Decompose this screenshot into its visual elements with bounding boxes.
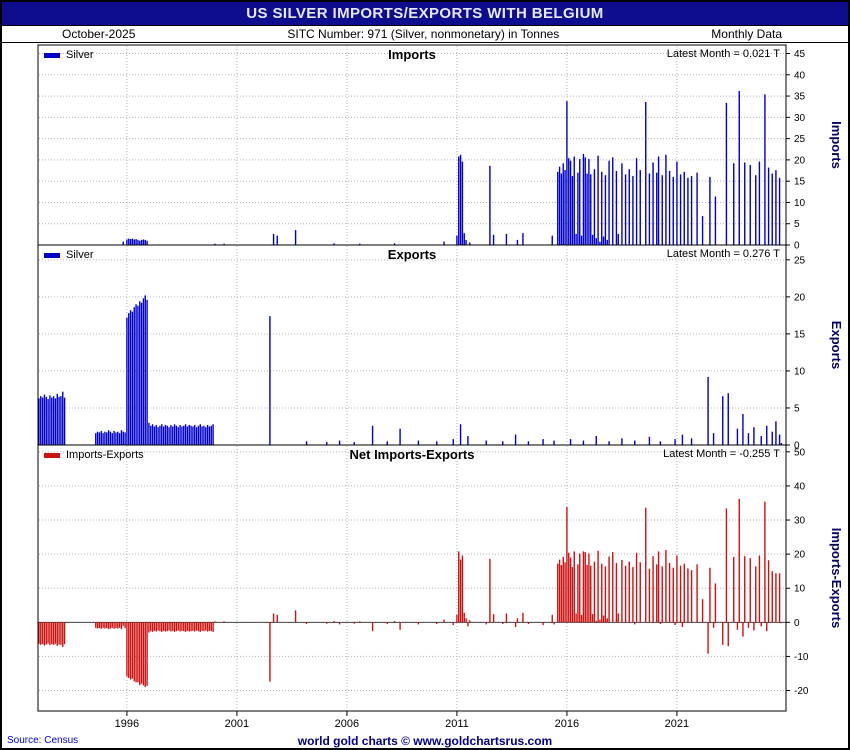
xtick-label-2021: 2021 <box>665 718 689 730</box>
exports-bars <box>38 295 783 445</box>
xtick-label-2001: 2001 <box>225 718 249 730</box>
report-date: October-2025 <box>62 27 136 41</box>
xtick-label-2016: 2016 <box>555 718 579 730</box>
exports-ytick-label: 10 <box>794 366 806 377</box>
subheader: October-2025 SITC Number: 971 (Silver, n… <box>2 26 848 43</box>
net-panel-title: Net Imports-Exports <box>349 447 475 462</box>
exports-legend-swatch <box>44 252 60 258</box>
imports-axis-title: Imports <box>829 121 844 169</box>
imports-ytick-label: 25 <box>794 134 806 145</box>
chart-area: 0 5 10 15 20 25 30 35 40 45 Imports 0 5 10 15 20 25 Expor… <box>2 43 848 733</box>
exports-latest-value: Latest Month = 0.276 T <box>666 248 780 260</box>
imports-latest-value: Latest Month = 0.021 T <box>666 48 780 60</box>
title-bar: US SILVER IMPORTS/EXPORTS WITH BELGIUM <box>2 2 848 26</box>
net-ytick-label: 30 <box>794 516 806 527</box>
exports-legend: Silver <box>44 249 94 261</box>
imports-legend-swatch <box>44 52 60 58</box>
exports-ytick-label: 15 <box>794 329 806 340</box>
net-ytick-label: 0 <box>794 618 800 629</box>
xtick-label-2006: 2006 <box>335 718 359 730</box>
xtick-label-2011: 2011 <box>445 718 469 730</box>
exports-panel-title: Exports <box>387 247 437 262</box>
net-ytick-label: 40 <box>794 481 806 492</box>
net-axis-title: Imports-Exports <box>829 528 844 628</box>
frequency-label: Monthly Data <box>711 27 782 41</box>
imports-ytick-label: 45 <box>794 49 806 60</box>
exports-panel: 0 5 10 15 20 25 Exports <box>37 244 844 452</box>
exports-axis-title: Exports <box>829 321 844 369</box>
imports-ytick-label: 40 <box>794 70 806 81</box>
net-ytick-label: 10 <box>794 584 806 595</box>
imports-ytick-label: 30 <box>794 113 806 124</box>
footer: Source: Census world gold charts © www.g… <box>2 733 848 748</box>
source-label: Source: Census <box>7 735 79 746</box>
imports-legend: Silver <box>44 49 94 61</box>
net-legend: Imports-Exports <box>44 449 144 461</box>
imports-panel-title: Imports <box>388 47 436 62</box>
imports-bars <box>122 90 783 246</box>
net-ytick-label: 20 <box>794 550 806 561</box>
exports-ytick-label: 25 <box>794 255 806 266</box>
net-ytick-label: -20 <box>794 686 809 697</box>
net-legend-label: Imports-Exports <box>66 449 144 461</box>
exports-ytick-label: 0 <box>794 441 800 452</box>
net-ytick-label: 50 <box>794 447 806 458</box>
credit-label: world gold charts © www.goldchartsrus.co… <box>297 733 553 748</box>
exports-legend-label: Silver <box>66 249 94 261</box>
net-ytick-label: -10 <box>794 652 809 663</box>
exports-ytick-label: 20 <box>794 292 806 303</box>
imports-ytick-label: 0 <box>794 241 800 252</box>
net-latest-value: Latest Month = -0.255 T <box>663 448 780 460</box>
imports-ytick-label: 15 <box>794 177 806 188</box>
imports-legend-label: Silver <box>66 49 94 61</box>
imports-ytick-label: 5 <box>794 219 800 230</box>
imports-panel: 0 5 10 15 20 25 30 35 40 45 Imports <box>37 44 844 252</box>
net-legend-swatch <box>44 452 60 458</box>
silver-trade-chart: 0 5 10 15 20 25 30 35 40 45 Imports 0 5 10 15 20 25 Expor… <box>37 44 844 730</box>
imports-ytick-label: 20 <box>794 155 806 166</box>
net-bars <box>38 498 783 688</box>
xtick-label-1996: 1996 <box>115 718 139 730</box>
net-panel: -20 -10 0 10 20 30 40 50 Imports-Exports <box>37 444 844 712</box>
sitc-label: SITC Number: 971 (Silver, nonmonetary) i… <box>287 27 560 41</box>
imports-ytick-label: 35 <box>794 92 806 103</box>
imports-ytick-label: 10 <box>794 198 806 209</box>
exports-ytick-label: 5 <box>794 403 800 414</box>
page-title: US SILVER IMPORTS/EXPORTS WITH BELGIUM <box>246 5 604 22</box>
